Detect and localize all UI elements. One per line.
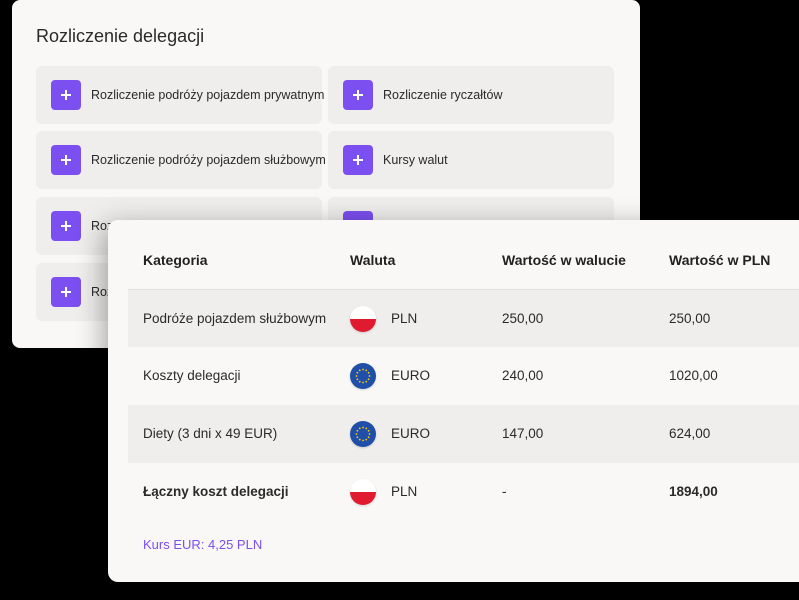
cell-category: Podróże pojazdem służbowym — [143, 311, 327, 326]
cell-value-pln: 1020,00 — [669, 368, 718, 383]
cell-category: Łączny koszt delegacji — [143, 484, 289, 499]
header-value-pln: Wartość w PLN — [669, 252, 771, 268]
plus-icon — [51, 211, 81, 241]
eu-flag-icon — [350, 363, 376, 389]
cell-currency: PLN — [350, 290, 417, 348]
tile-exchange-rates[interactable]: Kursy walut — [328, 131, 614, 189]
plus-icon — [51, 277, 81, 307]
cell-value-currency: 250,00 — [502, 311, 544, 326]
cell-currency: PLN — [350, 463, 417, 521]
settlement-panel-title: Rozliczenie delegacji — [36, 26, 205, 46]
cell-value-currency: 147,00 — [502, 426, 544, 441]
plus-icon — [51, 145, 81, 175]
plus-icon — [51, 80, 81, 110]
poland-flag-icon — [350, 479, 376, 505]
currency-code: EURO — [391, 368, 431, 383]
header-currency: Waluta — [350, 252, 396, 268]
cell-currency: EURO — [350, 405, 430, 463]
currency-code: EURO — [391, 426, 431, 441]
header-value-currency: Wartość w walucie — [502, 252, 626, 268]
cell-value-pln: 250,00 — [669, 311, 711, 326]
cell-currency: EURO — [350, 347, 430, 405]
cell-value-currency: - — [502, 484, 507, 499]
tile-label: Rozliczenie podróży pojazdem służbowym — [91, 153, 326, 167]
tile-label: Kursy walut — [383, 153, 448, 167]
plus-icon — [343, 145, 373, 175]
header-category: Kategoria — [143, 252, 208, 268]
table-row: Diety (3 dni x 49 EUR) EURO 147,00 624,0… — [128, 405, 799, 463]
table-row: Koszty delegacji EURO 240,00 1020,00 — [128, 347, 799, 405]
tile-label: Roz — [91, 285, 114, 299]
tile-private-vehicle[interactable]: Rozliczenie podróży pojazdem prywatnym — [36, 66, 325, 124]
cell-category: Diety (3 dni x 49 EUR) — [143, 426, 278, 441]
tile-label: Rozliczenie podróży pojazdem prywatnym — [91, 88, 325, 102]
table-header: Kategoria Waluta Wartość w walucie Warto… — [128, 220, 799, 298]
cell-value-pln: 1894,00 — [669, 484, 718, 499]
cell-value-pln: 624,00 — [669, 426, 711, 441]
currency-code: PLN — [391, 484, 418, 499]
table-row-total: Łączny koszt delegacji PLN - 1894,00 — [128, 463, 799, 521]
table-row: Podróże pojazdem służbowym PLN 250,00 25… — [128, 289, 799, 347]
cell-category: Koszty delegacji — [143, 368, 241, 383]
exchange-rate-note: Kurs EUR: 4,25 PLN — [143, 537, 263, 552]
tile-label: Roz — [91, 219, 114, 233]
currency-code: PLN — [391, 311, 418, 326]
plus-icon — [343, 80, 373, 110]
tile-lump-sums[interactable]: Rozliczenie ryczałtów — [328, 66, 614, 124]
cell-value-currency: 240,00 — [502, 368, 544, 383]
poland-flag-icon — [350, 306, 376, 332]
tile-label: Rozliczenie ryczałtów — [383, 88, 503, 102]
cost-table-panel: Kategoria Waluta Wartość w walucie Warto… — [108, 220, 799, 582]
eu-flag-icon — [350, 421, 376, 447]
tile-company-vehicle[interactable]: Rozliczenie podróży pojazdem służbowym — [36, 131, 326, 189]
